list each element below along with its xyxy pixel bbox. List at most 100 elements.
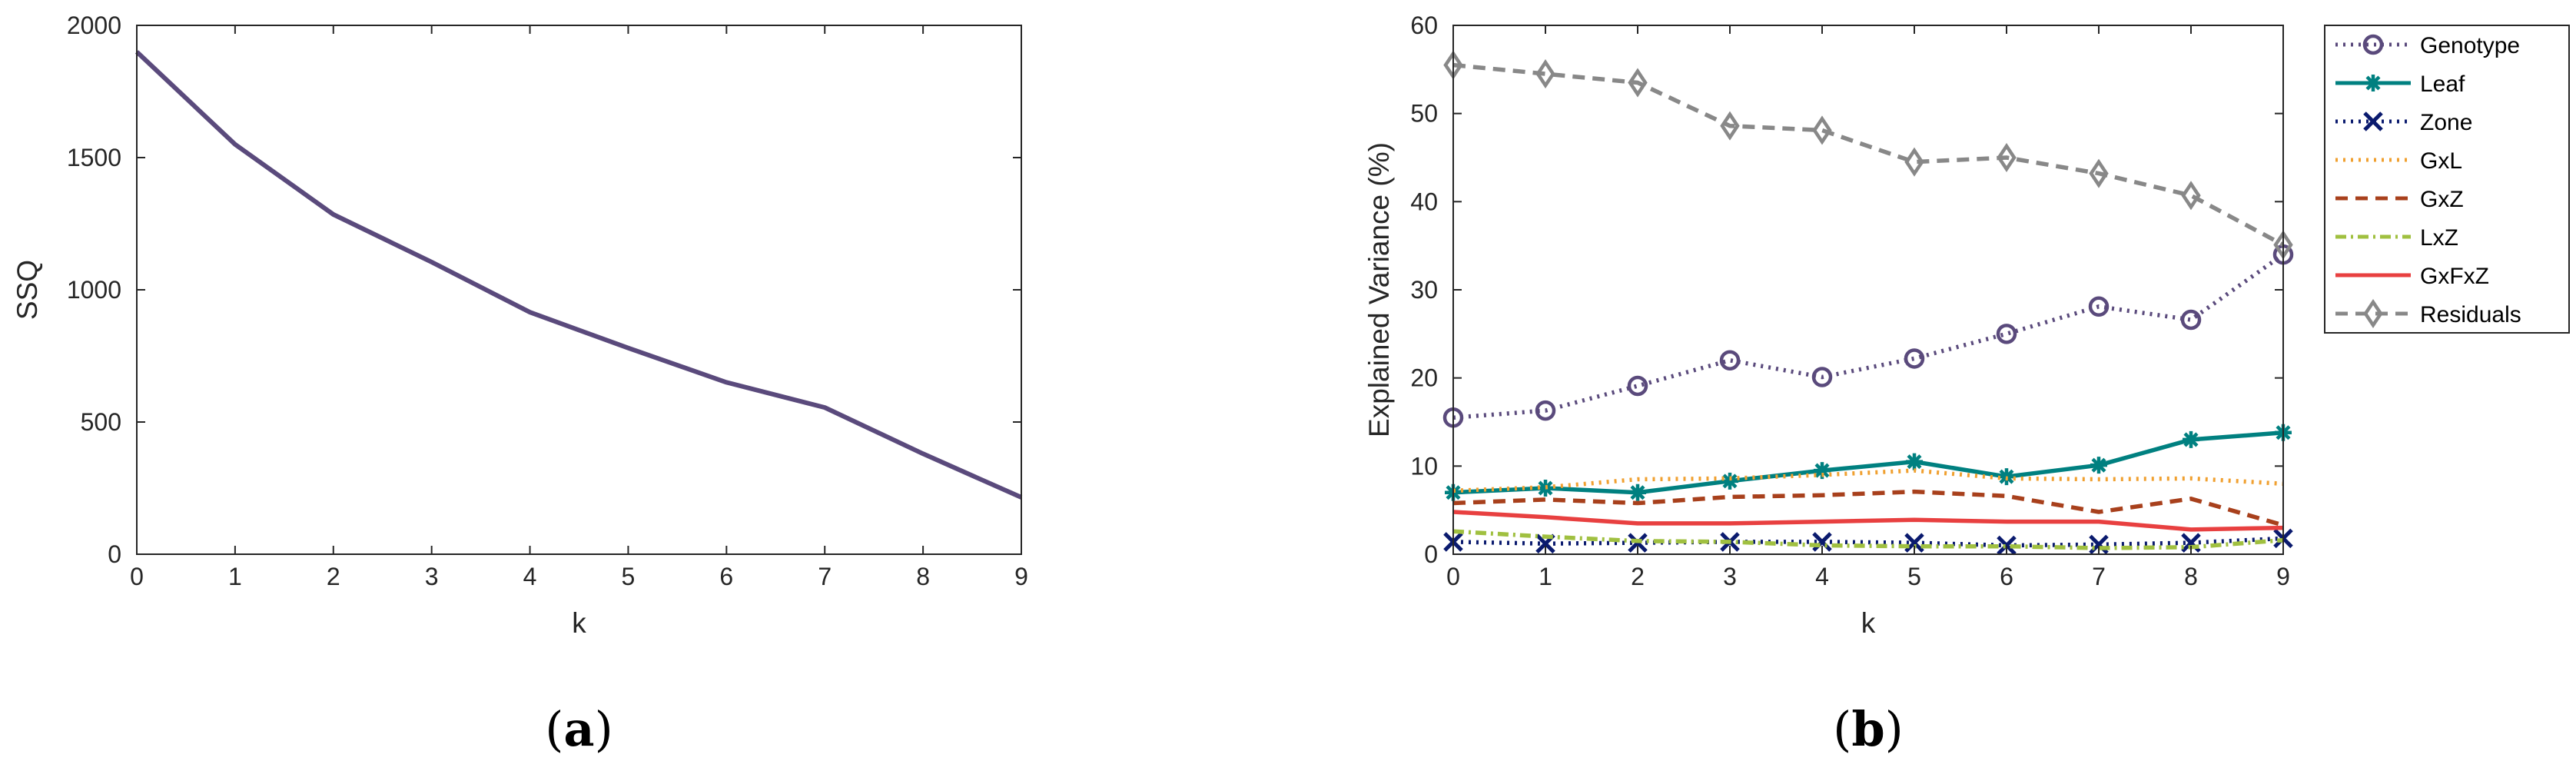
x-tick-label: 8	[916, 563, 930, 590]
data-point-residuals-2	[1628, 68, 1648, 98]
data-point-residuals-8	[2181, 181, 2201, 211]
panel-label-letter: a	[563, 701, 594, 757]
series-line-ssq	[134, 50, 1023, 500]
series-gxfxz	[1452, 510, 2284, 532]
x-tick-label: 0	[1446, 563, 1460, 590]
x-tick-label: 2	[1631, 563, 1645, 590]
legend-item-residuals: Residuals	[2335, 298, 2521, 329]
data-point-genotype-8	[2180, 309, 2202, 331]
y-tick-label: 500	[81, 408, 121, 436]
data-point-residuals-1	[1535, 59, 1555, 89]
data-point-genotype-4	[1811, 367, 1833, 387]
y-tick-label: 30	[1410, 276, 1438, 304]
data-point-leaf-8	[2183, 430, 2199, 448]
data-point-leaf-7	[2090, 457, 2107, 474]
y-tick-label: 0	[108, 540, 121, 568]
data-point-zone-7	[2089, 534, 2109, 555]
y-tick-label: 20	[1410, 364, 1438, 392]
legend-item-genotype: Genotype	[2335, 33, 2520, 58]
series-line-gxfxz	[1452, 510, 2284, 532]
panel-label-open: (	[545, 701, 563, 757]
panel-label-close: )	[1885, 701, 1904, 757]
y-tick-label: 0	[1424, 540, 1438, 568]
data-point-leaf-3	[1721, 472, 1738, 490]
legend-marker-leaf	[2365, 75, 2382, 91]
series-residuals	[1443, 50, 2293, 260]
y-tick-label: 40	[1410, 188, 1438, 215]
x-tick-label: 3	[425, 563, 439, 590]
legend-frame	[2324, 25, 2570, 334]
x-axis-label: k	[572, 607, 586, 639]
data-point-genotype-1	[1535, 400, 1556, 421]
y-axis-label: SSQ	[12, 260, 43, 320]
legend-label-gxfxz: GxFxZ	[2420, 264, 2489, 289]
x-tick-label: 7	[818, 563, 832, 590]
series-line-lxz	[1452, 529, 2284, 550]
x-tick-label: 9	[1014, 563, 1028, 590]
legend: Genotype Leaf Zone GxL GxZ LxZ GxFxZ Residuals	[2324, 25, 2570, 334]
data-point-zone-4	[1812, 532, 1832, 552]
x-axis-label: k	[1861, 607, 1876, 639]
chart-panel-a: 0 1 2 3 4 5 6 7 8 9 0 500 1000 1500 2000 k SSQ (a)	[12, 12, 1028, 757]
legend-item-gxfxz: GxFxZ	[2335, 264, 2489, 289]
x-tick-label: 5	[1907, 563, 1921, 590]
legend-label-lxz: LxZ	[2420, 225, 2458, 251]
x-tick-label: 4	[523, 563, 537, 590]
x-tick-label: 6	[2000, 563, 2013, 590]
legend-label-gxz: GxZ	[2420, 187, 2464, 212]
y-axis-label: Explained Variance (%)	[1363, 142, 1395, 437]
x-tick-label: 1	[1539, 563, 1552, 590]
legend-marker-residuals	[2363, 298, 2383, 329]
y-tick-label: 1500	[67, 144, 121, 171]
data-point-residuals-3	[1720, 111, 1740, 141]
series-leaf	[1445, 424, 2292, 501]
legend-label-leaf: Leaf	[2420, 71, 2465, 97]
panel-label: (b)	[1833, 701, 1904, 757]
data-point-leaf-2	[1629, 484, 1646, 501]
x-tick-label: 8	[2184, 563, 2198, 590]
legend-item-gxz: GxZ	[2335, 187, 2464, 212]
series-line-genotype	[1452, 252, 2285, 420]
x-tick-label: 6	[719, 563, 733, 590]
data-point-residuals-7	[2089, 158, 2109, 188]
data-point-genotype-7	[2088, 296, 2110, 317]
x-tick-label: 2	[327, 563, 340, 590]
series-zone	[1443, 528, 2293, 556]
data-point-genotype-2	[1627, 375, 1648, 397]
series-gxl	[1452, 468, 2284, 494]
series-line-gxl	[1452, 468, 2284, 494]
x-tick-label: 7	[2092, 563, 2106, 590]
data-point-leaf-4	[1814, 462, 1831, 480]
legend-item-leaf: Leaf	[2335, 71, 2465, 97]
legend-label-residuals: Residuals	[2420, 302, 2521, 327]
data-point-zone-5	[1904, 533, 1924, 553]
plot-area-frame	[1452, 25, 2284, 555]
data-point-genotype-6	[1996, 324, 2017, 344]
series-line-zone	[1452, 536, 2284, 548]
series-line-leaf	[1452, 430, 2284, 495]
y-tick-label: 1000	[67, 276, 121, 304]
x-tick-label: 9	[2276, 563, 2290, 590]
y-tick-label: 60	[1410, 12, 1438, 39]
data-point-genotype-3	[1719, 350, 1741, 371]
series-lxz	[1452, 529, 2284, 550]
panel-label: (a)	[545, 701, 613, 757]
series-genotype	[1442, 244, 2294, 428]
legend-item-zone: Zone	[2335, 110, 2472, 135]
legend-label-genotype: Genotype	[2420, 33, 2520, 58]
panel-label-open: (	[1833, 701, 1851, 757]
data-point-residuals-4	[1812, 115, 1832, 145]
x-tick-label: 0	[130, 563, 144, 590]
y-tick-label: 10	[1410, 452, 1438, 480]
x-tick-label: 4	[1815, 563, 1829, 590]
legend-item-gxl: GxL	[2335, 148, 2462, 174]
chart-panel-b: 0 1 2 3 4 5 6 7 8 9 0 10 20 30 40 50 60 k Explained Varian…	[1363, 12, 2570, 757]
legend-label-gxl: GxL	[2420, 148, 2462, 174]
x-tick-label: 1	[228, 563, 242, 590]
legend-label-zone: Zone	[2420, 110, 2472, 135]
legend-marker-zone	[2363, 111, 2383, 131]
plot-area-frame	[136, 25, 1022, 555]
x-tick-label: 5	[622, 563, 636, 590]
y-tick-label: 50	[1410, 100, 1438, 128]
